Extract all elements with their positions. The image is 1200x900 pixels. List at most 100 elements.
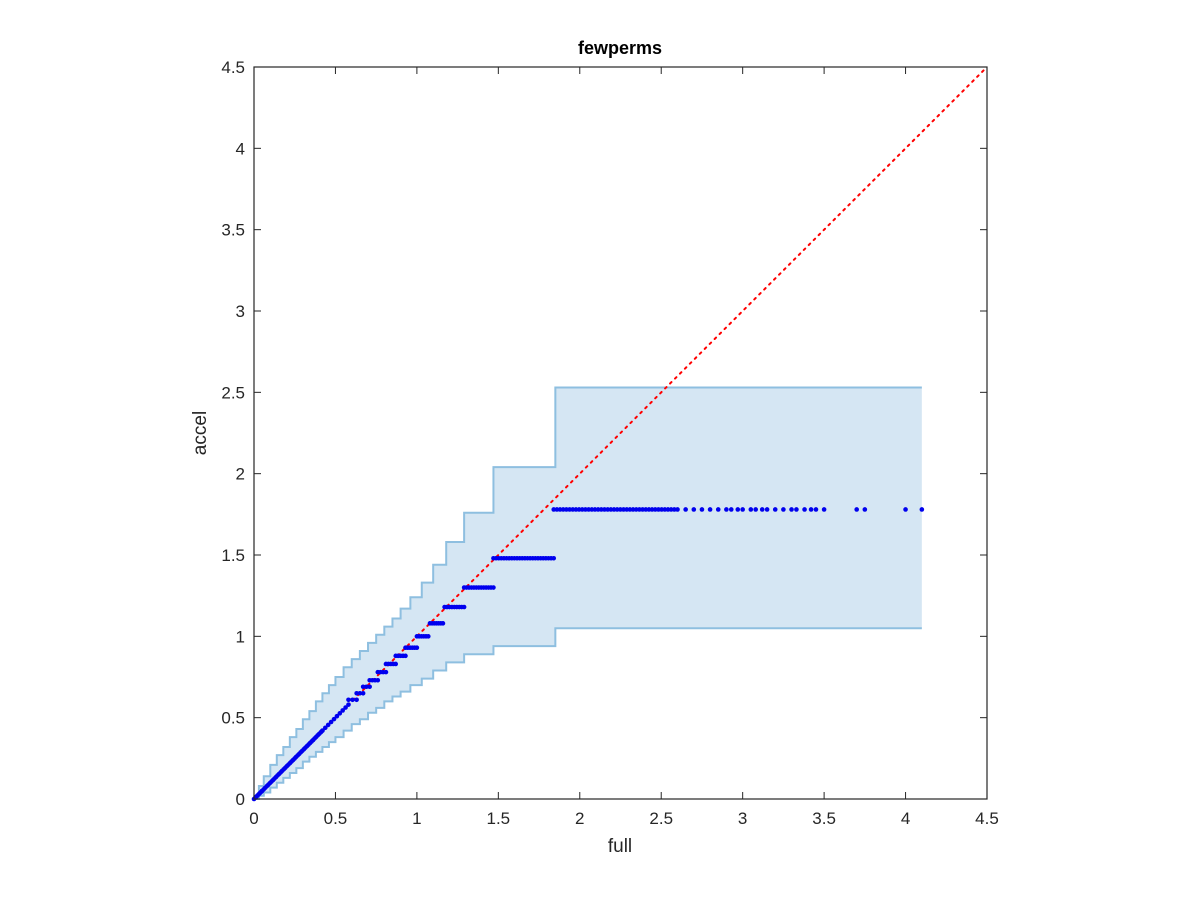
data-point: [794, 507, 799, 512]
data-point: [357, 690, 363, 696]
data-point: [611, 507, 617, 512]
data-point: [624, 507, 630, 512]
data-point: [367, 684, 372, 690]
data-point: [560, 507, 566, 512]
data-point: [414, 645, 420, 651]
x-tick-label: 3: [738, 809, 747, 828]
data-point: [772, 507, 778, 512]
axes: [253, 66, 988, 800]
data-point: [808, 507, 814, 512]
y-tick-label: 3.5: [221, 221, 245, 240]
data-point: [346, 702, 351, 707]
data-point: [764, 507, 770, 512]
x-tick-label: 3.5: [812, 809, 836, 828]
data-point: [354, 697, 359, 703]
data-point: [821, 507, 827, 512]
data-point: [573, 507, 579, 512]
data-point: [592, 507, 598, 512]
data-point: [618, 507, 623, 512]
data-point: [331, 716, 337, 722]
data-point: [554, 507, 560, 512]
data-point: [637, 507, 642, 512]
data-point: [656, 507, 661, 512]
data-point: [789, 507, 794, 512]
data-point: [724, 507, 729, 512]
data-point: [337, 711, 343, 716]
data-point: [813, 507, 819, 512]
data-point: [343, 705, 348, 710]
x-tick-labels: 0 0.5 1 1.5 2 2.5 3 3.5 4 4.5: [249, 809, 999, 828]
band-upper-edge: [254, 386, 922, 800]
data-point: [649, 507, 655, 512]
y-tick-label: 0.5: [221, 709, 245, 728]
data-point: [683, 507, 688, 512]
data-point: [735, 507, 741, 512]
y-tick-labels: 0 0.5 1 1.5 2 2.5 3 3.5 4 4.5: [221, 58, 245, 809]
data-point: [461, 604, 467, 610]
x-tick-label: 1.5: [487, 809, 511, 828]
data-point: [665, 507, 671, 512]
data-point: [740, 507, 745, 512]
y-tick-label: 1: [236, 627, 245, 646]
data-point: [643, 507, 649, 512]
reference-line-layer: [253, 66, 988, 800]
data-point: [350, 697, 355, 703]
data-point: [325, 722, 331, 728]
data-point: [854, 507, 859, 512]
y-tick-label: 2.5: [221, 383, 245, 402]
data-point: [323, 725, 328, 731]
data-point: [360, 690, 366, 696]
data-point: [753, 507, 758, 512]
data-point: [425, 634, 431, 639]
confidence-band: [254, 386, 922, 800]
data-point: [340, 708, 345, 713]
data-point: [564, 507, 569, 512]
data-point: [570, 507, 576, 512]
data-point: [605, 507, 610, 512]
data-point: [630, 507, 636, 512]
data-point: [440, 621, 446, 626]
y-tick-label: 4: [236, 139, 245, 158]
data-point: [557, 507, 563, 512]
data-point: [586, 507, 591, 512]
data-point: [393, 661, 399, 667]
data-point: [360, 684, 366, 690]
reference-line: [253, 66, 988, 800]
data-point: [715, 507, 721, 512]
x-tick-label: 0: [249, 809, 258, 828]
band-lower-edge: [254, 627, 922, 800]
data-point: [567, 507, 572, 512]
data-point: [364, 684, 369, 690]
y-tick-label: 2: [236, 465, 245, 484]
data-point: [699, 507, 705, 512]
x-axis-label: full: [608, 836, 632, 857]
data-point: [334, 713, 340, 719]
data-point: [691, 507, 697, 512]
x-tick-label: 1: [412, 809, 421, 828]
chart-title: fewperms: [578, 38, 662, 58]
data-point: [672, 507, 677, 512]
data-point: [659, 507, 664, 512]
data-point: [627, 507, 633, 512]
data-point: [675, 507, 680, 512]
data-point: [903, 507, 908, 512]
data-point: [589, 507, 595, 512]
data-point: [595, 507, 601, 512]
data-point: [602, 507, 607, 512]
x-tick-label: 2.5: [649, 809, 673, 828]
data-point: [551, 507, 557, 512]
data-point: [328, 719, 334, 725]
data-point: [802, 507, 807, 512]
y-tick-label: 4.5: [221, 58, 245, 77]
data-point: [551, 555, 557, 561]
data-point: [375, 677, 381, 683]
band-fill: [254, 387, 922, 799]
data-point: [748, 507, 754, 512]
y-tick-label: 3: [236, 302, 245, 321]
data-point: [728, 507, 734, 512]
data-point: [614, 507, 620, 512]
x-tick-label: 0.5: [324, 809, 348, 828]
data-point: [919, 507, 925, 512]
data-point: [646, 507, 652, 512]
